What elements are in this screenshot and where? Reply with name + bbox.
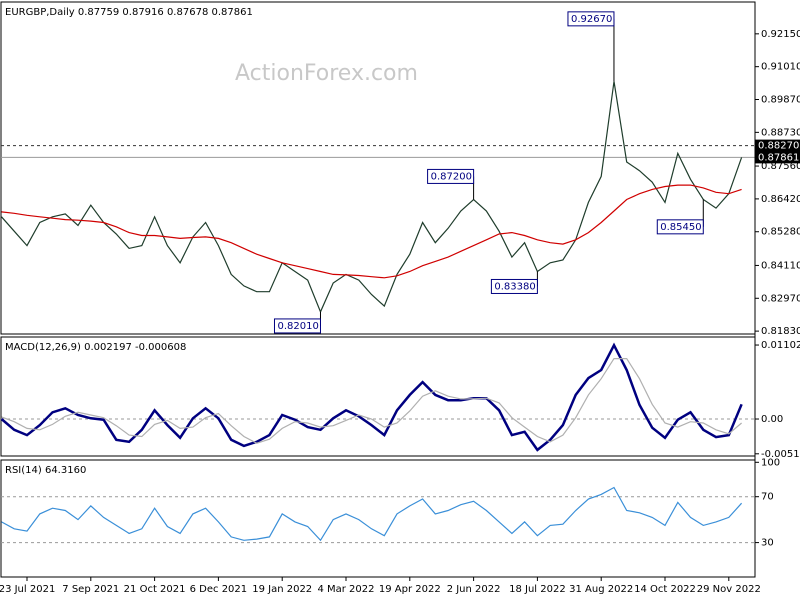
panel-title: EURGBP,Daily 0.87759 0.87916 0.87678 0.8… xyxy=(5,7,253,18)
y-tick-label: 0.81830 xyxy=(761,326,800,337)
x-tick-label: 23 Jul 2021 xyxy=(0,584,55,595)
x-tick-label: 19 Apr 2022 xyxy=(379,584,441,595)
y-tick-label: 30 xyxy=(761,538,774,549)
annotation-label: 0.92670 xyxy=(571,14,612,25)
x-tick-label: 14 Oct 2022 xyxy=(634,584,696,595)
series-line xyxy=(1,81,743,314)
watermark: ActionForex.com xyxy=(235,61,418,86)
y-tick-label: 0.92150 xyxy=(761,29,800,40)
x-tick-label: 31 Aug 2022 xyxy=(569,584,633,595)
panel-title: RSI(14) 64.3160 xyxy=(5,465,86,476)
y-tick-label: 0.011023 xyxy=(761,340,800,351)
y-tick-label: 0.89870 xyxy=(761,95,800,106)
annotation-box xyxy=(490,278,538,294)
series-line xyxy=(1,184,742,279)
x-tick-label: 6 Dec 2021 xyxy=(190,584,248,595)
annotation-label: 0.85450 xyxy=(660,222,701,233)
y-tick-label: 0.82970 xyxy=(761,293,800,304)
x-tick-label: 29 Nov 2022 xyxy=(697,584,761,595)
y-tick-label: 0.87560 xyxy=(761,161,800,172)
y-tick-label: 0.86420 xyxy=(761,194,800,205)
x-tick-label: 4 Mar 2022 xyxy=(317,584,374,595)
x-tick-label: 19 Jan 2022 xyxy=(252,584,312,595)
series-line xyxy=(1,486,743,542)
panel-title: MACD(12,26,9) 0.002197 -0.000608 xyxy=(5,342,186,353)
y-tick-label: -0.005182 xyxy=(761,449,800,460)
annotation-label: 0.87200 xyxy=(431,171,472,182)
y-tick-label: 0.91010 xyxy=(761,62,800,73)
y-tick-label: 70 xyxy=(761,492,774,503)
series-line xyxy=(1,358,742,444)
reference-label-box xyxy=(755,139,800,152)
reference-label: 0.87861 xyxy=(758,152,799,163)
series-line xyxy=(0,342,743,452)
x-tick-label: 21 Oct 2021 xyxy=(124,584,186,595)
annotation-label: 0.83380 xyxy=(494,281,535,292)
y-tick-label: 100 xyxy=(761,457,780,468)
y-tick-label: 0.85280 xyxy=(761,227,800,238)
annotation-box xyxy=(273,318,321,334)
annotation-box xyxy=(656,219,704,235)
y-tick-label: 0.00 xyxy=(761,414,783,425)
annotation-box xyxy=(427,168,475,184)
y-tick-label: 0.88730 xyxy=(761,127,800,138)
annotation-box xyxy=(567,11,615,27)
x-tick-label: 2 Jun 2022 xyxy=(447,584,501,595)
x-tick-label: 7 Sep 2021 xyxy=(62,584,119,595)
x-tick-label: 18 Jul 2022 xyxy=(509,584,566,595)
annotation-label: 0.82010 xyxy=(277,321,318,332)
reference-label: 0.88270 xyxy=(758,141,799,152)
y-tick-label: 0.84110 xyxy=(761,260,800,271)
reference-label-box xyxy=(755,151,800,164)
